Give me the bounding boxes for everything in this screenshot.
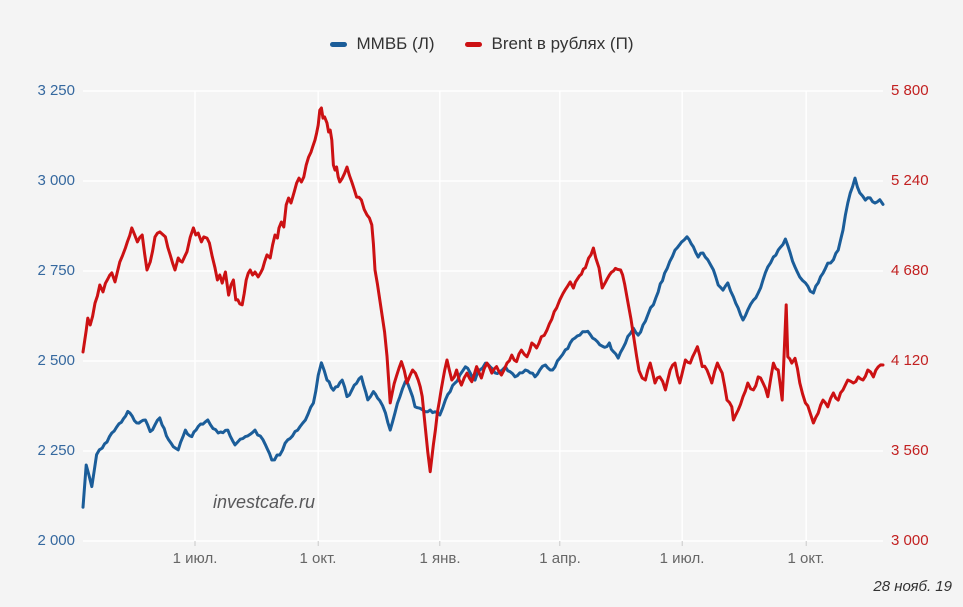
y-axis-left-tick-3: 2 500 — [37, 352, 75, 369]
y-axis-right-tick-3: 4 120 — [891, 352, 929, 369]
brent-line — [81, 106, 885, 474]
mmvb-legend-dash-icon — [329, 41, 347, 47]
y-axis-left-tick-4: 2 250 — [37, 442, 75, 459]
x-axis-tick-5: 1 окт. — [787, 550, 825, 567]
y-axis-right-tick-5: 3 000 — [891, 532, 929, 549]
legend-item-mmvb[interactable]: ММВБ (Л) — [329, 34, 435, 54]
y-axis-right-tick-1: 5 240 — [891, 172, 929, 189]
legend-label-brent: Brent в рублях (П) — [491, 34, 634, 53]
footer-date: 28 нояб. 19 — [873, 578, 952, 595]
legend-label-mmvb: ММВБ (Л) — [356, 34, 435, 53]
watermark: investcafe.ru — [213, 492, 316, 512]
mmvb-line — [81, 176, 885, 509]
y-axis-right-tick-4: 3 560 — [891, 442, 929, 459]
x-axis-tick-3: 1 апр. — [539, 550, 581, 567]
legend-item-brent[interactable]: Brent в рублях (П) — [464, 34, 634, 54]
y-axis-left-tick-1: 3 000 — [37, 172, 75, 189]
y-axis-right-tick-2: 4 680 — [891, 262, 929, 279]
x-axis-tick-4: 1 июл. — [659, 550, 705, 567]
brent-legend-dash-icon — [464, 41, 482, 47]
x-axis-tick-2: 1 янв. — [419, 550, 461, 567]
x-axis-tick-1: 1 окт. — [299, 550, 337, 567]
y-axis-left-tick-2: 2 750 — [37, 262, 75, 279]
y-axis-left-tick-5: 2 000 — [37, 532, 75, 549]
y-axis-left-tick-0: 3 250 — [37, 82, 75, 99]
x-axis-tick-0: 1 июл. — [172, 550, 218, 567]
y-axis-right-tick-0: 5 800 — [891, 82, 929, 99]
legend: ММВБ (Л) Brent в рублях (П) — [0, 34, 963, 54]
